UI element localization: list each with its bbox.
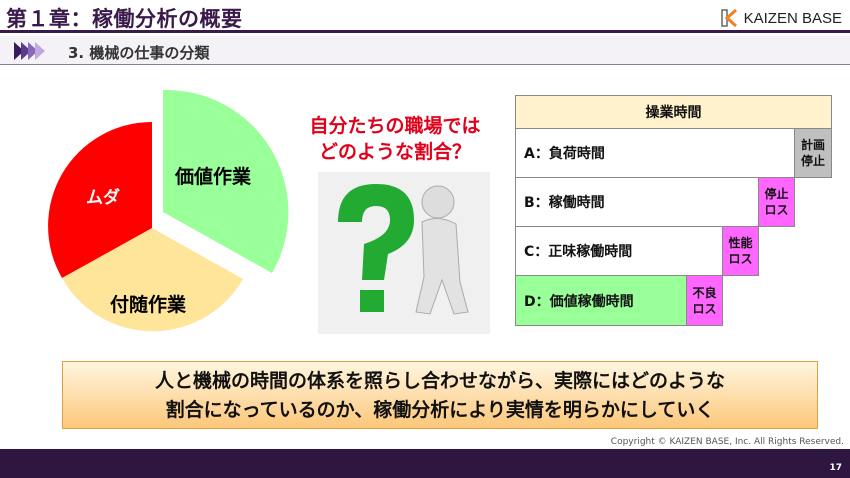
footer-bar (0, 449, 850, 478)
pie-slice-value (163, 89, 289, 273)
row-value-operating-time: D：価値稼働時間 (515, 275, 687, 326)
section-arrows-icon (14, 42, 45, 60)
section-bar (0, 36, 850, 65)
question-text: 自分たちの職場では どのような割合？ (300, 113, 490, 165)
section-title: 3. 機械の仕事の分類 (68, 44, 210, 62)
pie-label-value: 価値作業 (175, 166, 252, 188)
logo: KAIZEN BASE (718, 8, 842, 28)
banner-line2: 割合になっているのか、稼働分析により実情を明らかにしていく (165, 399, 715, 421)
pie-label-waste: ムダ (86, 188, 120, 208)
loss-performance: 性能 ロス (722, 226, 759, 276)
page-number: 17 (829, 463, 842, 473)
chapter-title: 第１章：稼働分析の概要 (6, 7, 243, 31)
row-load-time: A：負荷時間 (515, 128, 795, 178)
table-header: 操業時間 (515, 95, 832, 129)
header-divider (0, 30, 850, 33)
loss-planned-stop: 計画 停止 (794, 128, 832, 178)
thinking-person-question-mark-image (318, 172, 490, 334)
loss-stop: 停止 ロス (758, 177, 795, 227)
question-line1: 自分たちの職場では (309, 115, 481, 137)
question-line2: どのような割合？ (318, 141, 471, 163)
banner-line1: 人と機械の時間の体系を照らし合わせながら、実際にはどのような (154, 370, 725, 392)
loss-defect: 不良 ロス (686, 275, 723, 326)
pie-slice-waste (48, 122, 152, 278)
pie-chart (48, 89, 289, 332)
logo-text: KAIZEN BASE (743, 9, 842, 27)
summary-banner: 人と機械の時間の体系を照らし合わせながら、実際にはどのような 割合になっているの… (62, 361, 818, 429)
pie-label-incidental: 付随作業 (110, 294, 187, 316)
copyright: Copyright © KAIZEN BASE, Inc. All Rights… (610, 437, 844, 447)
row-operating-time: B：稼働時間 (515, 177, 759, 227)
row-net-operating-time: C：正味稼働時間 (515, 226, 723, 276)
pie-slice-incidental (62, 228, 243, 332)
kaizen-logo-icon (720, 8, 737, 28)
